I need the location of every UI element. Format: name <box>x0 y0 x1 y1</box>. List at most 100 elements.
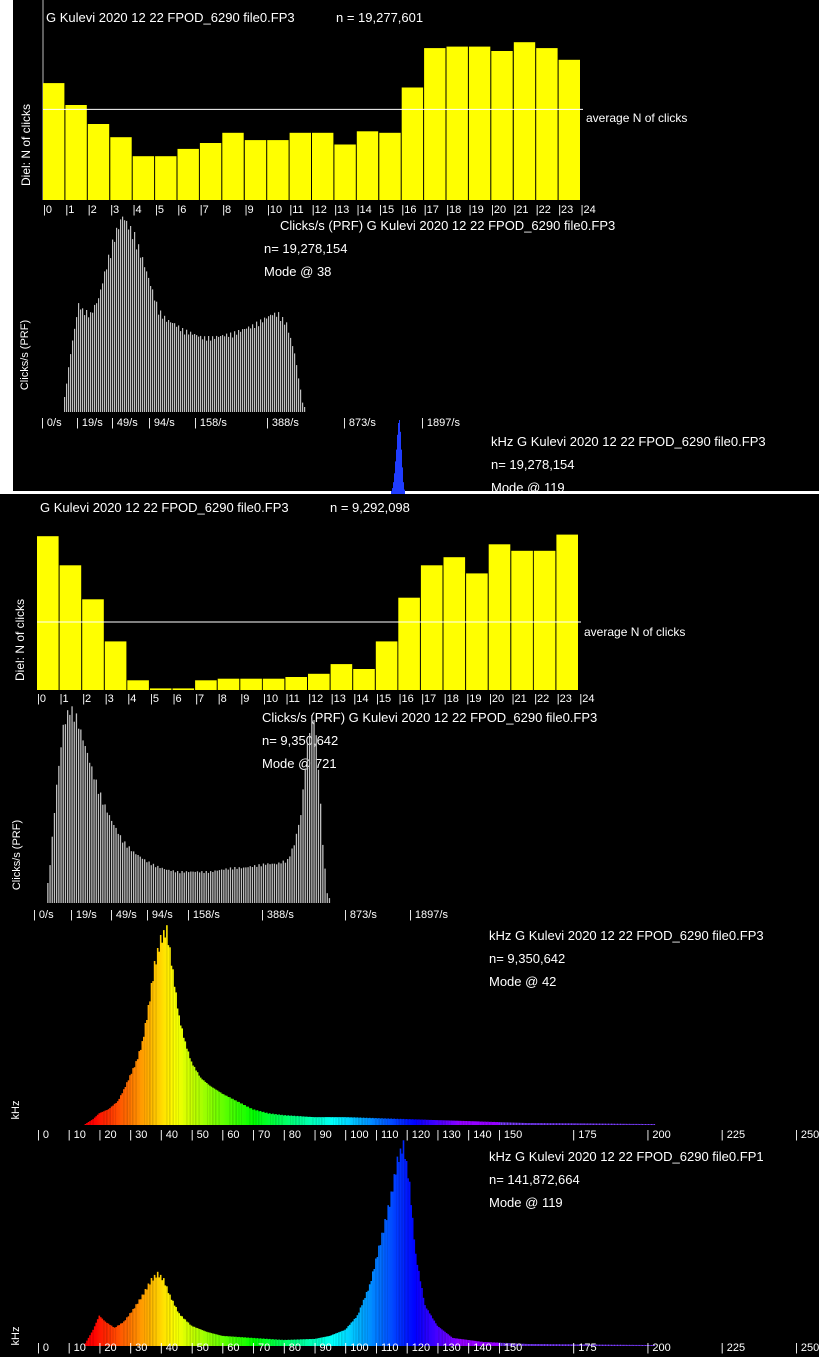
diel-tick-label: |10 <box>263 693 278 705</box>
khz-bar <box>344 1329 346 1346</box>
khz-bar <box>491 1122 494 1125</box>
khz-bar <box>533 1123 535 1125</box>
diel-tick-label: |8 <box>218 693 227 705</box>
khz-bar <box>313 1117 316 1125</box>
khz-bar <box>244 1105 246 1125</box>
khz-bar <box>287 1115 290 1125</box>
khz-bar <box>552 1123 555 1125</box>
prf-bar <box>177 871 179 903</box>
khz-bar <box>476 1341 479 1346</box>
prf-bar <box>128 846 130 903</box>
khz-bar <box>554 1344 556 1346</box>
khz-bar <box>175 992 177 1125</box>
prf-bar <box>224 336 226 412</box>
prf-bar <box>247 867 249 903</box>
khz-bar <box>359 1307 362 1346</box>
prf-bar <box>166 869 168 903</box>
khz-bar <box>92 1119 94 1125</box>
prf-bar <box>152 289 154 412</box>
khz-bar <box>365 1117 368 1125</box>
khz-bar <box>621 1123 623 1125</box>
prf-bar <box>86 310 88 412</box>
prf-bar <box>225 868 227 903</box>
prf-bar <box>118 229 120 412</box>
khz-bar <box>436 1120 439 1125</box>
khz-bar <box>618 1123 620 1125</box>
prf-bar <box>236 868 238 903</box>
khz-bar <box>474 1340 477 1346</box>
khz-bar <box>509 1122 512 1125</box>
diel-bar <box>132 156 155 200</box>
diel-tick-label: |9 <box>245 204 254 216</box>
khz-bar <box>445 1333 448 1346</box>
khz-bar <box>241 1337 243 1346</box>
khz-bar <box>384 1219 386 1346</box>
khz-bar <box>143 1294 145 1346</box>
khz-bar <box>639 1344 641 1346</box>
prf-bar <box>232 337 234 412</box>
diel-bar <box>424 48 446 200</box>
khz-bar <box>358 1312 360 1346</box>
khz-bar <box>535 1344 537 1346</box>
khz-bar <box>606 1344 608 1346</box>
prf-bar <box>240 331 242 412</box>
diel-tick-label: |22 <box>534 693 549 705</box>
khz-3-n-label: n= 141,872,664 <box>489 1172 580 1187</box>
khz-bar <box>121 1323 124 1346</box>
khz-bar <box>315 1338 317 1346</box>
khz-bar <box>515 1343 517 1346</box>
khz-bar <box>232 1098 234 1125</box>
khz-bar <box>230 1336 233 1346</box>
prf-tick-label: | 873/s <box>343 417 376 429</box>
prf-bar <box>172 323 174 412</box>
prf-bar <box>172 870 174 903</box>
khz-bar <box>462 1120 465 1125</box>
diel-bar <box>443 557 466 690</box>
prf-bar <box>302 402 304 412</box>
khz-bar <box>646 1345 648 1346</box>
khz-bar <box>487 1121 489 1125</box>
khz-bar <box>385 1118 388 1125</box>
khz-bar <box>581 1123 583 1125</box>
khz-bar <box>499 1342 501 1346</box>
diel-tick-label: |16 <box>401 204 416 216</box>
khz-bar <box>147 1283 150 1346</box>
prf-bar <box>104 804 106 903</box>
prf-bar <box>64 724 67 903</box>
khz-bar <box>378 1245 380 1346</box>
prf-bar <box>251 867 254 903</box>
prf-bar <box>232 869 234 903</box>
prf-tick-label: | 0/s <box>41 417 62 429</box>
prf-bar <box>174 323 176 412</box>
khz-bar <box>144 1023 147 1125</box>
prf-bar <box>272 315 274 412</box>
prf-bar <box>120 219 122 412</box>
khz-bar <box>155 964 157 1125</box>
prf-bar <box>148 861 150 903</box>
diel-bar <box>285 677 307 690</box>
diel-2-average-label: average N of clicks <box>584 625 685 639</box>
prf-bar <box>244 329 246 412</box>
khz-bar <box>561 1123 564 1125</box>
khz-bar <box>178 1015 180 1125</box>
khz-2-title: kHz G Kulevi 2020 12 22 FPOD_6290 file0.… <box>489 928 764 943</box>
khz-bar <box>582 1344 584 1346</box>
khz-bar <box>570 1123 572 1125</box>
prf-bar <box>262 863 265 903</box>
prf-bar <box>56 784 58 903</box>
diel-bar <box>466 573 488 690</box>
khz-bar <box>299 1339 302 1346</box>
prf-bar <box>205 871 207 903</box>
prf-bar <box>98 298 100 412</box>
khz-bar <box>372 1271 374 1346</box>
khz-bar <box>609 1123 611 1125</box>
khz-bar <box>485 1121 488 1125</box>
khz-tick-label: | 30 <box>129 1129 147 1141</box>
khz-bar <box>192 1326 194 1346</box>
khz-bar <box>345 1117 348 1125</box>
khz-bar <box>518 1122 520 1125</box>
khz-bar <box>210 1086 213 1125</box>
khz-bar <box>428 1119 431 1125</box>
prf-bar <box>72 340 74 412</box>
khz-bar <box>490 1342 492 1346</box>
